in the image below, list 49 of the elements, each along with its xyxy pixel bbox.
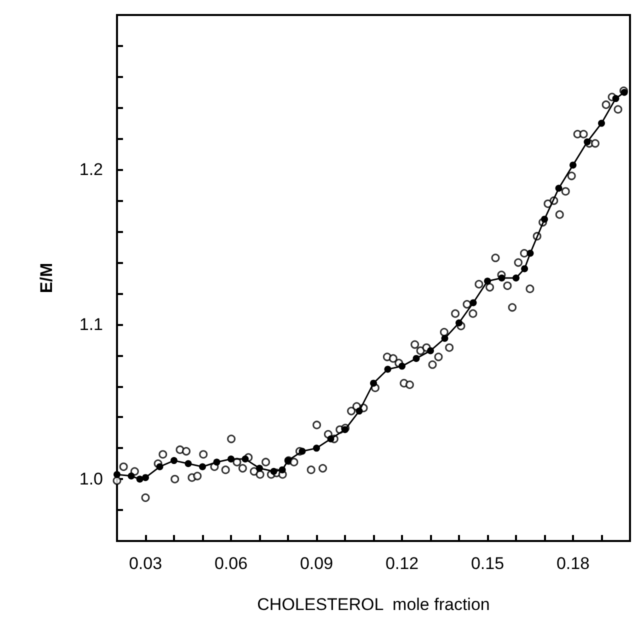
point <box>298 448 306 455</box>
point <box>498 274 506 282</box>
point <box>412 354 420 362</box>
point <box>242 456 249 463</box>
point <box>427 347 434 354</box>
y-tick-label: 1.0 <box>79 470 103 489</box>
point <box>228 456 234 463</box>
point <box>156 463 164 470</box>
point <box>470 299 477 306</box>
point <box>570 162 576 169</box>
point <box>114 470 120 478</box>
point <box>213 458 220 466</box>
x-tick-label: 0.06 <box>214 554 248 573</box>
point <box>598 120 605 127</box>
x-tick-label: 0.03 <box>128 554 162 573</box>
y-tick-label: 1.2 <box>79 160 103 180</box>
point <box>256 464 263 472</box>
point <box>270 468 278 475</box>
point <box>526 250 534 257</box>
y-tick-label: 1.1 <box>79 314 103 334</box>
point <box>170 457 178 464</box>
point <box>313 444 320 452</box>
point <box>356 408 363 415</box>
point <box>278 466 286 474</box>
point <box>441 334 448 342</box>
x-tick-label: 0.15 <box>470 554 504 573</box>
y-axis-title: E/M <box>37 262 56 294</box>
point <box>142 474 149 482</box>
point <box>327 435 334 442</box>
point <box>128 472 135 480</box>
point <box>184 460 192 468</box>
point <box>136 476 144 483</box>
point <box>384 366 392 373</box>
point <box>555 184 562 192</box>
x-tick-label: 0.09 <box>300 554 334 573</box>
point <box>584 138 591 146</box>
point <box>342 426 348 434</box>
point <box>521 265 528 272</box>
point <box>541 216 548 223</box>
x-tick-label: 0.18 <box>556 554 590 573</box>
point <box>456 319 462 326</box>
point <box>199 463 206 470</box>
point <box>398 362 406 370</box>
point <box>512 274 520 282</box>
point <box>484 278 491 285</box>
x-axis-title: CHOLESTEROL mole fraction <box>257 595 490 614</box>
point <box>612 95 620 102</box>
x-tick-label: 0.12 <box>385 554 419 573</box>
point <box>370 380 377 387</box>
